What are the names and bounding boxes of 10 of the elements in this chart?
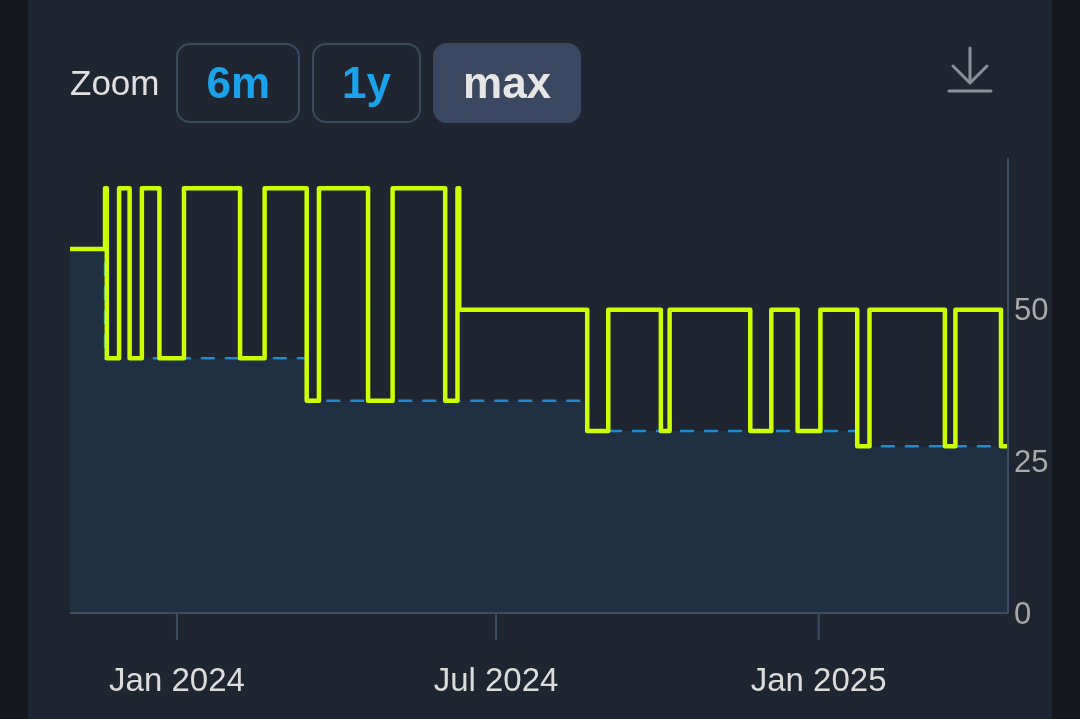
x-tick-label: Jul 2024 <box>433 660 559 698</box>
y-tick-label: 25 <box>1014 443 1049 479</box>
text: Zoom <box>70 63 160 103</box>
range-button[interactable]: max <box>433 43 582 123</box>
y-tick-label: 0 <box>1014 595 1032 631</box>
x-tick-label: Jan 2024 <box>109 660 245 698</box>
range-button[interactable]: 6m <box>176 43 301 123</box>
x-tick-label: Jan 2025 <box>750 660 887 698</box>
range-button[interactable]: 1y <box>312 43 421 123</box>
y-tick-label: 50 <box>1014 292 1049 328</box>
